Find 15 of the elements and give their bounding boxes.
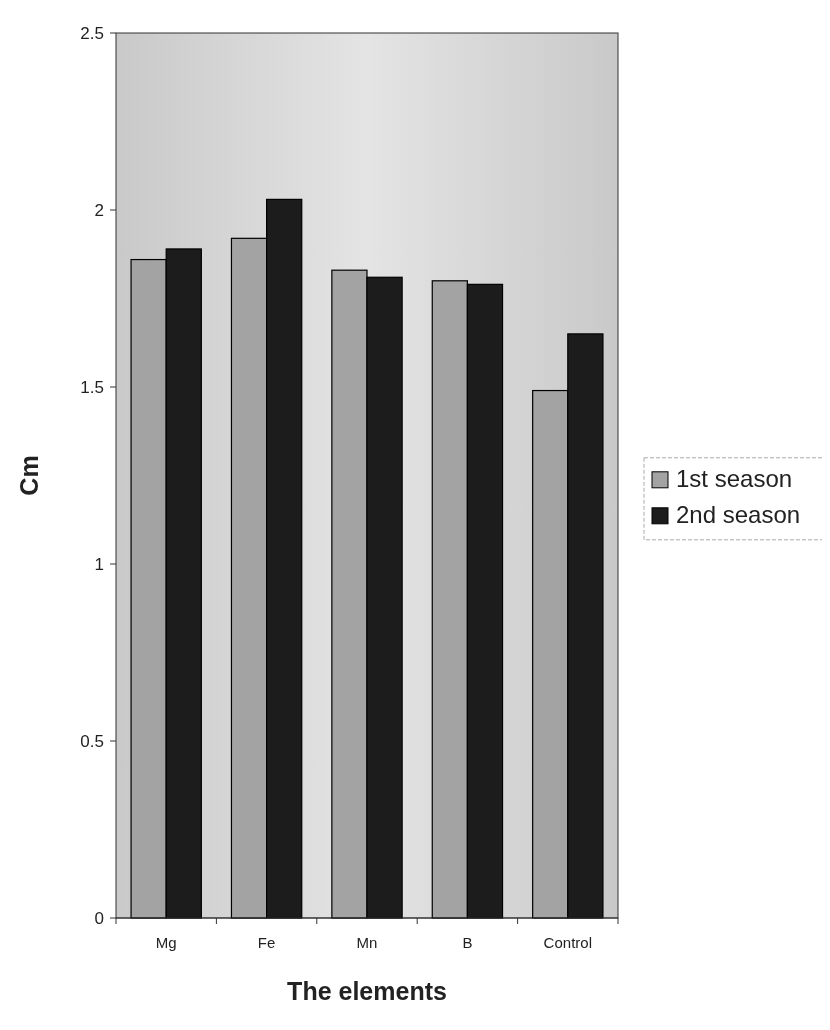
x-tick-label: Mn [356,934,378,951]
y-tick-label: 1.5 [80,377,104,397]
legend-label: 1st season [676,464,793,492]
x-axis-title: The elements [287,977,447,1005]
x-tick-label: B [462,934,473,951]
legend-label: 2nd season [676,500,801,528]
x-tick-label: Mg [155,934,177,951]
y-axis-title: Cm [15,455,43,496]
y-tick-label: 0 [94,908,104,928]
x-tick-label: Fe [257,934,276,951]
y-tick-label: 0.5 [80,731,104,751]
x-tick-label: Control [543,934,592,951]
y-tick-label: 2 [94,200,104,220]
y-tick-label: 2.5 [80,23,104,43]
y-tick-label: 1 [94,554,104,574]
